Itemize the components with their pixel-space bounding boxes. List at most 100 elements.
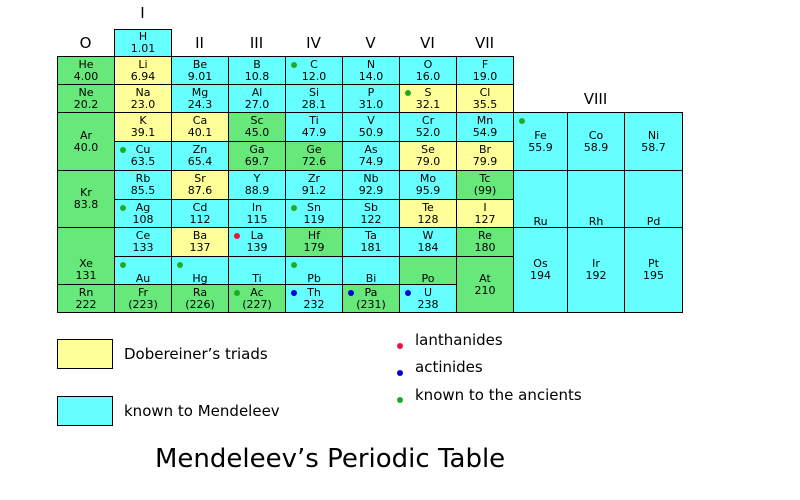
element-weight: 137 [189,241,211,254]
element-weight: (227) [242,297,272,311]
element-weight: 28.1 [301,97,327,111]
element-weight: 45.0 [244,126,270,139]
element-symbol: O [423,57,433,71]
element-cell-cd: Cd 112 [171,199,229,228]
element-symbol: I [483,200,487,214]
element-symbol: S [424,85,432,99]
group-label-ii: II [195,34,204,52]
element-weight: 12.0 [301,69,327,83]
element-weight: 238 [417,297,439,311]
element-symbol: Re [478,229,492,242]
element-symbol: Cd [192,200,208,214]
element-cell-co: Co 58.9 [567,112,625,171]
element-weight: 72.6 [301,155,327,168]
element-symbol: Al [251,85,263,99]
element-weight: 40.0 [73,140,99,154]
element-symbol: Ra [192,285,208,299]
element-weight: (223) [128,297,158,311]
element-cell-k: K 39.1 [114,112,172,142]
element-weight: 39.1 [130,126,156,139]
element-weight: 92.9 [358,184,384,197]
legend-swatch-triads [57,339,113,369]
element-symbol: Th [307,285,321,299]
element-cell-mo: Mo 95.9 [399,170,457,200]
element-symbol: Ti [309,114,319,127]
element-weight: 133 [132,241,154,254]
element-weight: 14.0 [358,69,384,83]
element-symbol: Ne [78,85,94,99]
element-cell-re: Re 180 [456,227,514,257]
element-weight: 55.9 [528,140,553,154]
element-weight: 122 [360,212,382,226]
element-cell-ga: Ga 69.7 [228,141,286,171]
element-symbol: Sb [364,200,378,214]
element-weight: 40.1 [187,126,213,139]
element-cell-la: La 139 [228,227,286,257]
element-symbol: Pt [648,257,659,270]
actinide-dot-icon [405,290,411,296]
element-symbol: Si [308,85,320,99]
element-cell-b: B 10.8 [228,56,286,85]
element-cell-ra: Ra (226) [171,284,229,313]
element-symbol: Se [421,143,435,156]
element-cell-mn: Mn 54.9 [456,112,514,142]
element-symbol: Ce [135,229,151,242]
element-cell-na: Na 23.0 [114,84,172,113]
element-symbol: Mg [191,85,209,99]
element-symbol: Zr [307,172,321,185]
element-symbol: Cr [421,114,435,127]
element-cell-h: H 1.01 [114,29,172,57]
element-weight: 24.3 [187,97,213,111]
element-weight: 87.6 [187,184,213,197]
element-cell-ir: Ir 192 [567,227,625,313]
element-symbol: N [366,57,376,71]
element-symbol: Na [135,85,151,99]
element-cell-sn: Sn 119 [285,199,343,228]
element-weight: 63.5 [130,155,156,168]
element-weight: 50.9 [358,126,384,139]
element-weight: 184 [417,241,439,254]
element-symbol: Cl [479,85,491,99]
element-symbol: Ru [533,214,548,228]
element-symbol: Hg [192,271,208,285]
element-symbol: Mo [419,172,437,185]
element-cell-al: Al 27.0 [228,84,286,113]
ancient-dot-icon [405,90,411,96]
element-cell-te: Te 128 [399,199,457,228]
element-symbol: Nb [363,172,379,185]
element-cell-sb: Sb 122 [342,199,400,228]
element-weight: 181 [360,241,382,254]
element-symbol: Rb [135,172,151,185]
element-cell-o: O 16.0 [399,56,457,85]
element-symbol: Zn [192,143,208,156]
element-weight: 52.0 [415,126,441,139]
element-weight: 79.9 [472,155,498,168]
element-weight: 139 [246,241,268,254]
element-symbol: Co [588,128,604,142]
element-cell-hf: Hf 179 [285,227,343,257]
element-cell-in: In 115 [228,199,286,228]
element-symbol: Ge [306,143,322,156]
element-weight: 232 [303,297,325,311]
element-symbol: La [250,229,264,242]
element-cell-fr: Fr (223) [114,284,172,313]
element-cell-zr: Zr 91.2 [285,170,343,200]
element-weight: 19.0 [472,69,498,83]
element-weight: 31.0 [358,97,384,111]
element-cell-ti: Ti 47.9 [285,112,343,142]
element-cell-pt: Pt 195 [624,227,683,313]
ancient-dot-icon [120,262,126,268]
element-symbol: Xe [79,257,93,270]
legend-swatch-mendeleev [57,396,113,426]
element-cell-u: U 238 [399,284,457,313]
element-weight: 131 [75,269,97,282]
element-cell-kr: Kr 83.8 [57,170,115,228]
element-cell-ba: Ba 137 [171,227,229,257]
element-symbol: In [251,200,263,214]
element-cell-th: Th 232 [285,284,343,313]
element-cell-os: Os 194 [513,227,568,313]
element-symbol: Br [478,143,492,156]
element-weight: 35.5 [472,97,498,111]
element-cell-v: V 50.9 [342,112,400,142]
ancient-dot-icon [291,62,297,68]
